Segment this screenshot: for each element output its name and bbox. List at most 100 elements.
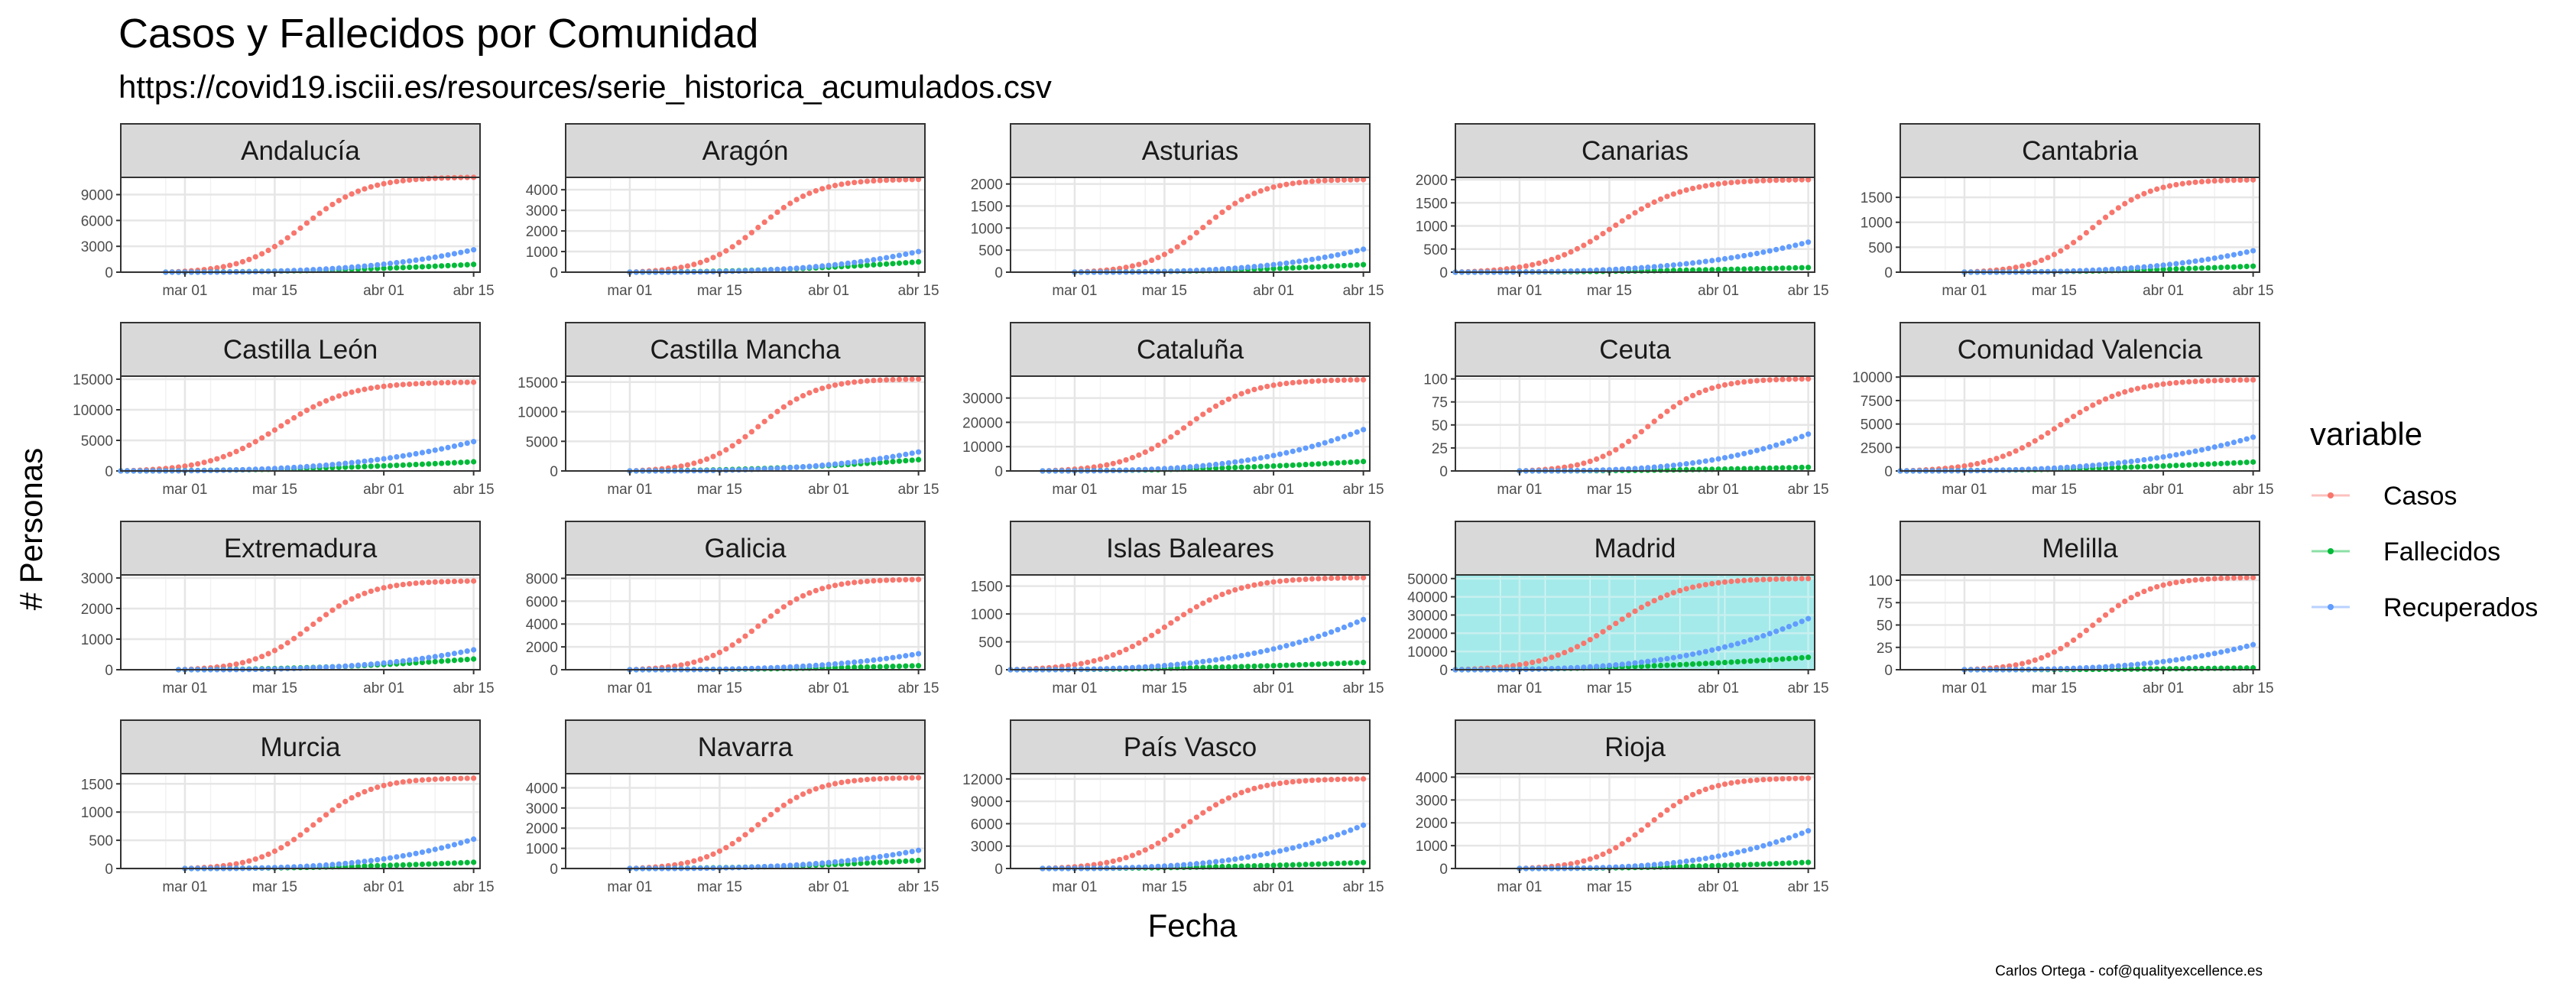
point-casos [1155, 255, 1161, 261]
point-casos [877, 377, 883, 383]
point-fallecidos [426, 461, 432, 467]
point-casos [1805, 576, 1812, 582]
x-tick-label: abr 15 [1788, 283, 1829, 299]
point-casos [1677, 189, 1683, 195]
point-recuperados [1206, 859, 1212, 865]
point-fallecidos [381, 463, 387, 469]
point-fallecidos [1257, 862, 1264, 868]
point-casos [2071, 637, 2077, 643]
point-casos [864, 578, 871, 584]
point-casos [2218, 378, 2224, 384]
point-recuperados [1780, 440, 1786, 446]
x-tick-label: mar 01 [607, 680, 652, 696]
point-fallecidos [1721, 659, 1728, 666]
point-recuperados [342, 860, 349, 867]
point-casos [1632, 209, 1638, 216]
point-casos [1767, 177, 1773, 183]
point-recuperados [1664, 463, 1670, 469]
point-casos [800, 593, 806, 599]
point-casos [2134, 193, 2141, 200]
point-recuperados [1174, 661, 1180, 667]
legend-item: Fallecidos [2312, 537, 2500, 567]
point-casos [1574, 462, 1581, 468]
y-tick-label: 2500 [1861, 440, 1893, 456]
y-tick-label: 1000 [81, 805, 113, 821]
point-casos [767, 214, 774, 220]
point-recuperados [916, 847, 922, 853]
point-recuperados [1657, 861, 1664, 867]
point-casos [259, 654, 265, 660]
point-recuperados [1212, 859, 1219, 865]
point-recuperados [464, 440, 470, 446]
point-casos [716, 649, 723, 656]
point-recuperados [736, 268, 742, 274]
point-casos [458, 775, 464, 781]
point-casos [471, 578, 477, 584]
point-recuperados [2058, 268, 2064, 274]
point-casos [1244, 388, 1251, 394]
point-recuperados [1780, 245, 1786, 252]
point-casos [2211, 178, 2218, 184]
point-casos [381, 782, 387, 789]
point-casos [464, 379, 470, 385]
point-fallecidos [2179, 462, 2185, 469]
x-tick-label: abr 01 [1253, 680, 1294, 696]
point-casos [1316, 378, 1322, 384]
y-tick-label: 20000 [962, 415, 1003, 431]
point-fallecidos [1296, 462, 1303, 468]
point-casos [451, 379, 458, 385]
point-recuperados [458, 649, 464, 655]
point-casos [1645, 822, 1651, 828]
point-recuperados [903, 849, 909, 856]
point-recuperados [2102, 664, 2109, 670]
point-recuperados [1747, 846, 1754, 852]
point-casos [394, 583, 400, 589]
point-recuperados [1251, 456, 1257, 463]
x-tick-label: mar 01 [1497, 680, 1542, 696]
point-casos [413, 381, 419, 387]
point-recuperados [2218, 649, 2224, 655]
point-fallecidos [1225, 465, 1231, 471]
point-casos [1734, 578, 1741, 584]
point-recuperados [375, 261, 381, 268]
x-tick-label: abr 01 [808, 680, 849, 696]
point-recuperados [394, 260, 400, 266]
panel-strip [120, 123, 481, 178]
point-recuperados [1232, 459, 1238, 465]
point-casos [464, 775, 470, 781]
point-recuperados [1632, 660, 1638, 666]
point-casos [1702, 786, 1708, 793]
point-casos [1187, 608, 1193, 614]
y-tick-label: 0 [1884, 265, 1893, 281]
point-casos [227, 451, 233, 457]
point-recuperados [1799, 433, 1805, 440]
point-fallecidos [1760, 465, 1767, 472]
point-casos [2058, 421, 2064, 428]
point-recuperados [265, 466, 271, 472]
panel-strip [1010, 322, 1371, 377]
point-casos [2250, 177, 2256, 183]
point-recuperados [336, 461, 342, 467]
point-casos [884, 377, 890, 383]
point-recuperados [729, 268, 735, 274]
legend-key-point [2328, 604, 2334, 610]
point-casos [1581, 242, 1587, 248]
point-casos [2019, 661, 2026, 667]
point-fallecidos [1799, 654, 1805, 661]
x-tick-label: abr 15 [1343, 879, 1384, 895]
point-recuperados [806, 463, 813, 469]
point-casos [1581, 858, 1587, 864]
point-fallecidos [1799, 265, 1805, 271]
point-fallecidos [2128, 464, 2134, 470]
point-casos [710, 851, 716, 857]
point-casos [188, 462, 194, 468]
point-casos [1606, 450, 1613, 456]
point-casos [271, 848, 278, 854]
point-recuperados [1341, 624, 1348, 631]
point-casos [1123, 647, 1129, 653]
point-recuperados [2115, 663, 2121, 669]
